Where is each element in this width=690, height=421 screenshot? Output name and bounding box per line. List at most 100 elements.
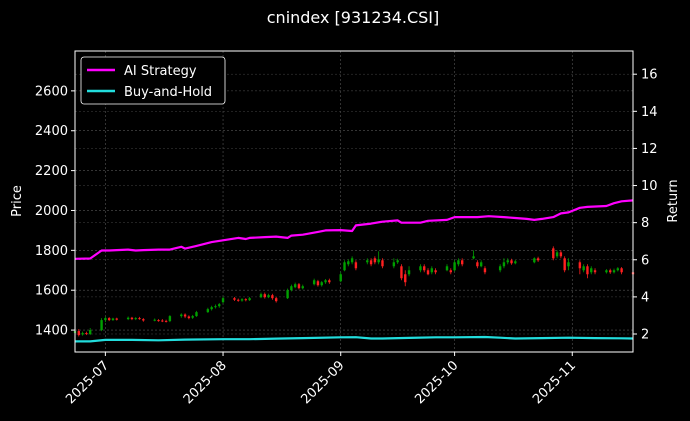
candle-body [582,266,585,271]
candle-body [301,286,304,289]
legend-box [80,56,226,105]
candle-body [237,299,240,301]
y-left-tick-label: 1600 [35,284,68,299]
candle-body [578,262,582,269]
candle-body [138,318,141,320]
chart-title: cnindex [931234.CSI] [267,8,440,27]
candle-body [164,320,168,322]
candle-body [593,270,597,273]
candle-body [274,298,278,302]
candle-body [290,286,293,291]
candle-body [609,270,612,273]
candle-body [259,294,263,298]
candle-body [267,295,270,298]
y-right-tick-label: 4 [641,290,649,305]
candle-body [104,318,107,321]
candle-body [590,268,593,273]
candle-body [536,258,540,261]
candle-body [366,260,369,263]
candle-body [218,304,221,307]
series-line-buy-and-hold [75,335,634,343]
candle-body [502,262,506,267]
candle-body [510,260,513,264]
candle-body [555,252,559,257]
candle-body [214,306,217,308]
plot-frame [74,50,634,353]
candle-body [271,295,274,299]
candle-body [498,266,502,271]
candle-body [191,316,194,318]
candle-body [483,268,487,273]
y-left-tick-label: 1800 [35,244,68,259]
y-axis-left-label: Price [10,185,25,217]
candle-body [419,266,422,271]
candle-body [195,312,198,317]
candle-body [293,284,297,288]
candle-body [373,258,377,263]
y-left-tick-label: 2000 [35,204,68,219]
y-axis-right-label: Return [666,179,681,222]
candle-body [616,268,620,271]
candle-body [312,280,316,285]
candle-body [100,320,103,331]
candle-body [404,274,407,283]
candle-body [457,260,460,265]
candle-body [377,259,380,263]
y-left-tick-label: 2400 [35,124,68,139]
candle-body [263,294,266,298]
candle-body [115,318,118,320]
candle-body [126,317,130,320]
candle-body [407,270,411,275]
candle-body [244,299,248,301]
candle-body [533,258,536,263]
candle-body [396,260,399,263]
candle-body [369,260,373,265]
y-right-tick-label: 16 [641,68,658,83]
candle-body [339,274,342,282]
candle-body [392,262,396,267]
candle-body [320,282,323,286]
candle-body [612,270,616,273]
candle-body [449,270,452,273]
candle-body [423,266,426,271]
candle-body [130,317,134,320]
candle-body [206,309,210,313]
candle-body [153,319,156,321]
candle-body [297,284,301,289]
candle-body [328,280,331,283]
candle-body [506,260,509,263]
candle-body [316,281,320,286]
candle-body [183,314,187,317]
candle-body [426,270,430,275]
candle-body [161,320,164,322]
candle-body [400,266,403,279]
candle-body [210,307,213,310]
candle-body [107,318,111,321]
candle-body [248,298,251,301]
candle-body [476,262,479,267]
y-right-tick-label: 12 [641,142,658,157]
line-layer [74,199,634,343]
candle-body [430,268,434,273]
candle-body [85,333,88,335]
candle-body [472,256,475,259]
candle-body [81,333,84,335]
candle-body [605,270,608,273]
candle-body [567,262,570,267]
series-line-ai-strategy [74,199,634,260]
candle-body [157,320,160,322]
candle-body [343,262,346,271]
candle-body [453,262,456,271]
y-right-tick-label: 6 [641,253,649,268]
candle-body [77,331,80,336]
candle-body [286,290,289,299]
candle-body [460,260,464,265]
candle-body [552,248,555,259]
candle-body [559,252,563,257]
y-left-tick-label: 1400 [35,324,68,339]
candle-body [233,298,236,300]
y-right-tick-label: 10 [641,179,658,194]
legend-label-ai-strategy: AI Strategy [124,64,197,79]
